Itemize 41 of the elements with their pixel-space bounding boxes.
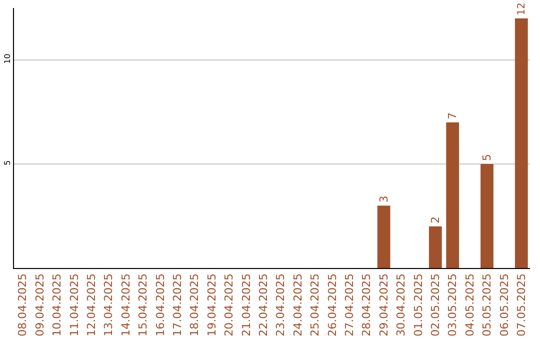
x-tick-label: 27.04.2025: [342, 273, 356, 336]
bar: [446, 122, 460, 268]
x-tick-label: 11.04.2025: [68, 273, 81, 336]
x-tick-label: 01.05.2025: [412, 273, 425, 336]
x-tick-label: 09.04.2025: [33, 273, 46, 336]
x-tick-label: 07.05.2025: [514, 273, 528, 336]
x-tick-label: 20.04.2025: [222, 273, 236, 336]
x-tick-label: 08.04.2025: [16, 273, 30, 336]
data-label: 3: [377, 196, 390, 203]
bar: [377, 206, 390, 268]
data-label: 12: [516, 2, 528, 16]
x-tick-label: 18.04.2025: [188, 273, 202, 336]
y-tick-label: 10: [2, 54, 12, 64]
x-tick-label: 05.05.2025: [480, 273, 494, 336]
x-tick-label: 10.04.2025: [50, 273, 64, 336]
x-tick-label: 03.05.2025: [446, 273, 460, 336]
x-tick-label: 06.05.2025: [498, 273, 511, 336]
bar: [514, 18, 528, 268]
x-tick-label: 17.04.2025: [170, 273, 184, 336]
x-tick-label: 13.04.2025: [102, 273, 116, 336]
x-tick-label: 14.04.2025: [119, 273, 132, 336]
x-tick-label: 16.04.2025: [154, 273, 167, 336]
bar: [428, 226, 442, 268]
data-label: 2: [428, 216, 442, 224]
x-tick-label: 02.05.2025: [428, 273, 442, 336]
data-label: 7: [446, 112, 460, 120]
x-tick-label: 15.04.2025: [136, 273, 150, 336]
x-tick-label: 29.04.2025: [377, 273, 390, 336]
x-tick-label: 23.04.2025: [274, 273, 288, 336]
x-tick-label: 25.04.2025: [308, 273, 322, 336]
x-tick-label: 21.04.2025: [240, 273, 253, 336]
x-tick-label: 30.04.2025: [394, 273, 408, 336]
bar: [480, 164, 494, 268]
x-tick-label: 26.04.2025: [326, 273, 339, 336]
x-tick-label: 28.04.2025: [360, 273, 374, 336]
x-tick-label: 22.04.2025: [256, 273, 270, 336]
x-tick-label: 24.04.2025: [291, 273, 304, 336]
data-label: 5: [480, 154, 494, 161]
x-tick-label: 19.04.2025: [205, 273, 218, 336]
x-tick-label: 04.05.2025: [463, 273, 476, 336]
x-tick-label: 12.04.2025: [84, 273, 98, 336]
